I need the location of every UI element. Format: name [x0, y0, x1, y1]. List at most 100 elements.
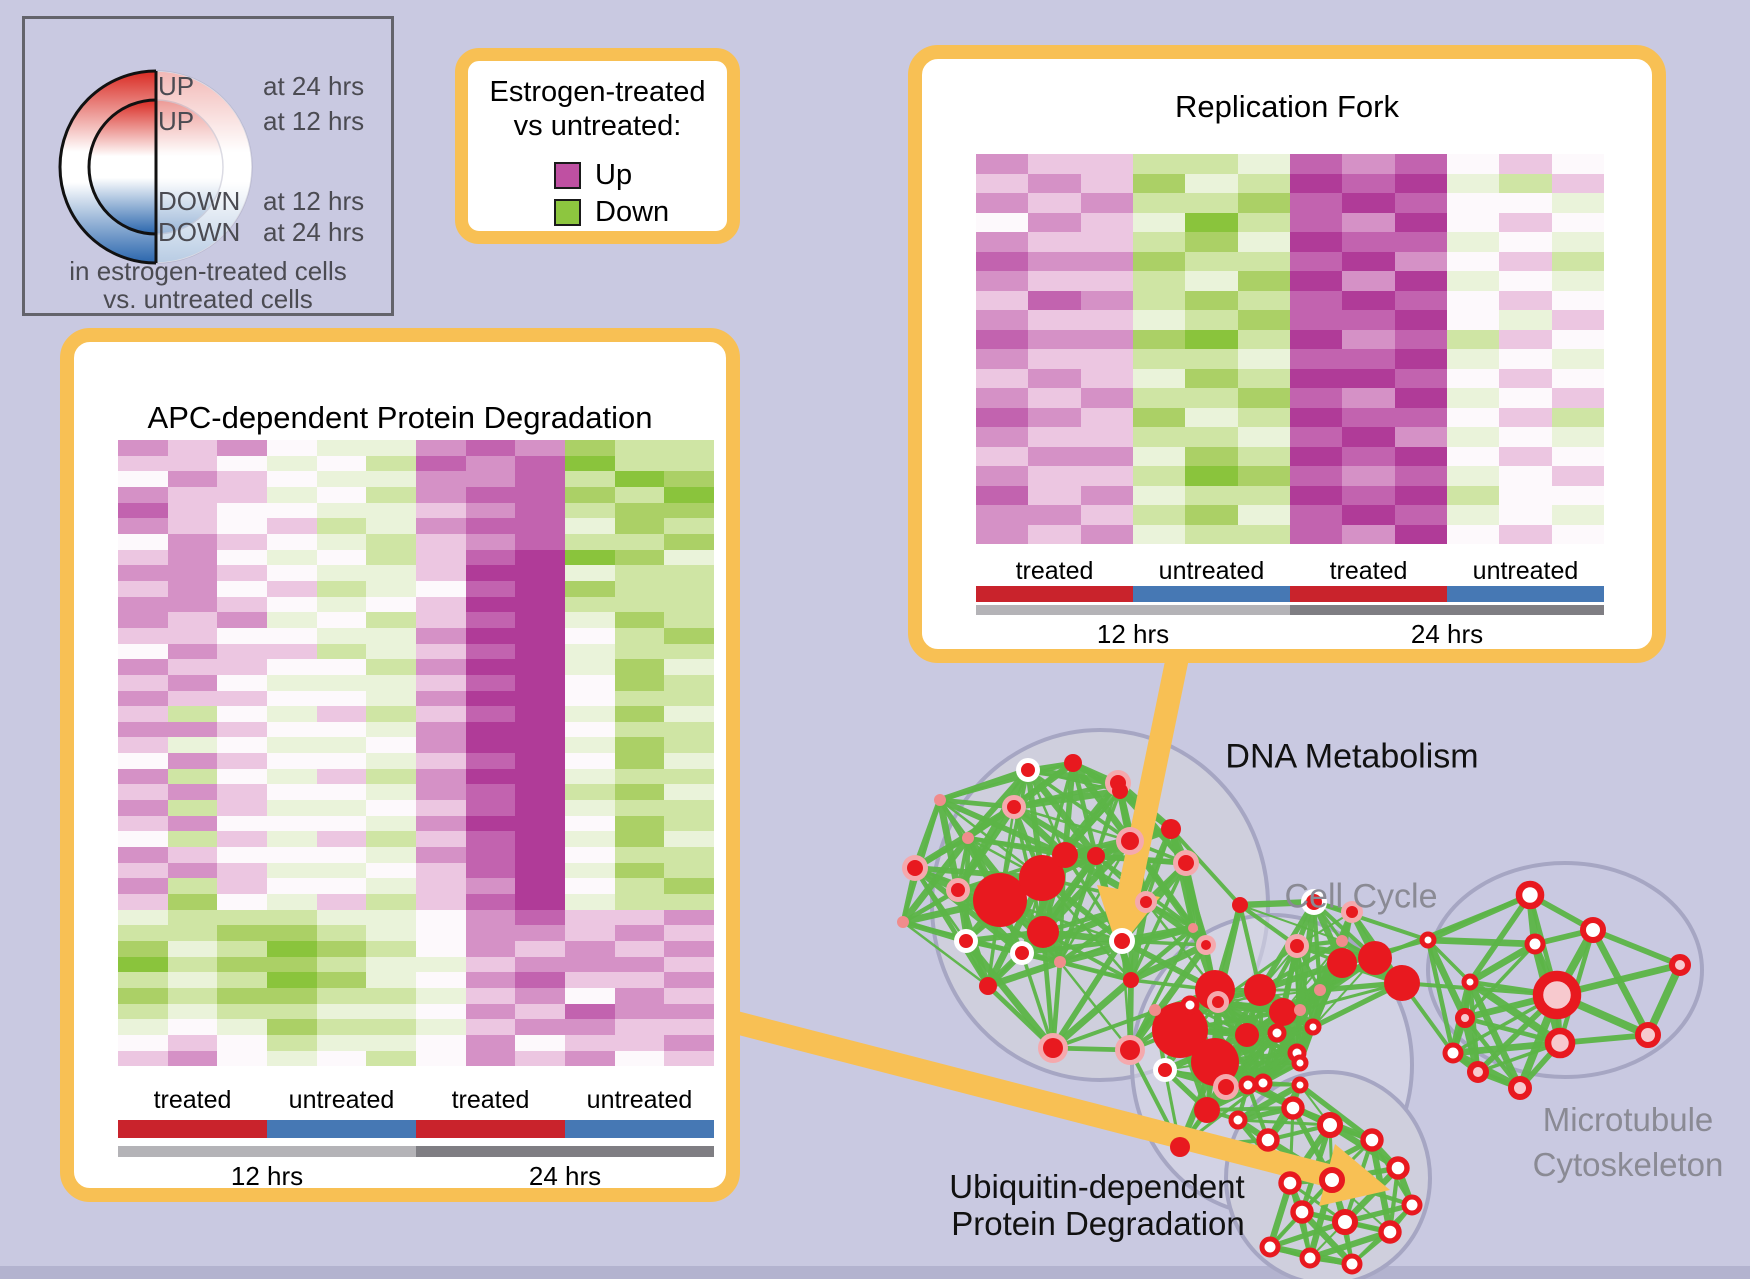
heatmap-cell: [217, 690, 268, 707]
heatmap-cell: [515, 847, 566, 863]
untreated-bar: [1447, 586, 1604, 602]
heatmap-cell: [664, 831, 715, 848]
heatmap-cell: [217, 847, 268, 863]
heatmap-cell: [1499, 485, 1552, 505]
heatmap-cell: [118, 1003, 168, 1020]
heatmap-cell: [267, 627, 317, 644]
heatmap-cell: [217, 1003, 268, 1020]
heatmap-cell: [614, 753, 665, 769]
gene-node-halopink-core: [1346, 906, 1358, 918]
heatmap-cell: [316, 455, 367, 472]
heatmap-cell: [167, 1019, 218, 1035]
heatmap-cell: [217, 565, 268, 581]
heatmap-cell: [217, 612, 268, 628]
heatmap-cell: [614, 956, 665, 973]
heatmap-cell: [1499, 388, 1552, 408]
gene-node-ring: [1291, 1054, 1309, 1072]
heatmap-cell: [1499, 193, 1552, 213]
heatmap-cell: [167, 580, 218, 597]
heatmap-cell: [316, 612, 367, 628]
heatmap-cell: [167, 1003, 218, 1020]
heatmap-cell: [1551, 368, 1604, 388]
heatmap-row: [118, 627, 715, 644]
heatmap-cell: [1289, 154, 1343, 174]
heatmap-cell: [118, 627, 168, 644]
heatmap-cell: [565, 847, 615, 863]
network-edge: [1094, 790, 1122, 857]
heatmap-cell: [565, 721, 615, 738]
heatmap-cell: [217, 784, 268, 801]
heatmap-cell: [1446, 407, 1500, 427]
network-edge: [1299, 1209, 1355, 1267]
heatmap-cell: [1342, 446, 1395, 466]
heatmap-cell: [1185, 193, 1238, 213]
heatmap-cell: [217, 518, 268, 534]
heatmap-cell: [1342, 388, 1395, 408]
heatmap-row: [976, 232, 1604, 252]
heatmap-cell: [1342, 212, 1395, 232]
heatmap-cell: [1342, 232, 1395, 252]
heatmap-cell: [465, 549, 516, 566]
up-label: Up: [595, 159, 633, 191]
heatmap-cell: [1289, 251, 1343, 271]
heatmap-cell: [565, 1034, 615, 1051]
heatmap-cell: [614, 878, 665, 895]
heatmap-row: [976, 212, 1604, 232]
network-edge: [1058, 840, 1132, 963]
heatmap-cell: [1185, 427, 1238, 447]
heatmap-cell: [465, 909, 516, 926]
heatmap-cell: [167, 987, 218, 1004]
heatmap-cell: [217, 486, 268, 503]
heatmap-cell: [976, 232, 1029, 252]
heatmap-cell: [515, 737, 566, 754]
heatmap-cell: [1237, 290, 1290, 310]
heatmap-cell: [1289, 349, 1343, 369]
gene-node-halopink-core: [1043, 1038, 1063, 1058]
network-edge: [1427, 936, 1536, 948]
heatmap-cell: [664, 894, 715, 910]
treated-bar: [118, 1120, 267, 1138]
heatmap-cell: [465, 674, 516, 691]
heatmap-cell: [167, 894, 218, 910]
heatmap-cell: [217, 925, 268, 941]
heatmap-cell: [1080, 154, 1133, 174]
heatmap-cell: [465, 800, 516, 816]
heatmap-cell: [217, 831, 268, 848]
gene-node-solid: [1064, 754, 1082, 772]
heatmap-cell: [416, 643, 466, 660]
heatmap-cell: [366, 925, 417, 941]
heatmap-cell: [416, 847, 466, 863]
heatmap-cell: [366, 721, 417, 738]
heatmap-cell: [1446, 173, 1500, 193]
heatmap-cell: [366, 549, 417, 566]
heatmap-row: [118, 753, 715, 769]
heatmap-cell: [1394, 212, 1447, 232]
heatmap-cell: [976, 485, 1029, 505]
heatmap-cell: [1499, 446, 1552, 466]
heatmap-cell: [1289, 271, 1343, 291]
heatmap-cell: [1551, 388, 1604, 408]
heatmap-cell: [565, 596, 615, 613]
heatmap-cell: [1446, 427, 1500, 447]
heatmap-row: [118, 894, 715, 910]
heatmap-cell: [664, 784, 715, 801]
heatmap-cell: [465, 784, 516, 801]
gene-node-solid: [1232, 897, 1248, 913]
heatmap-cell: [465, 941, 516, 957]
heatmap-cell: [1080, 193, 1133, 213]
heatmap-cell: [664, 815, 715, 832]
heatmap-row: [118, 941, 715, 957]
heatmap-cell: [1028, 388, 1081, 408]
microtubule-label-line2: Cytoskeleton: [1532, 1146, 1724, 1183]
heatmap-cell: [515, 580, 566, 597]
heatmap-cell: [664, 690, 715, 707]
heatmap-cell: [565, 674, 615, 691]
heatmap-cell: [465, 690, 516, 707]
heatmap-row: [118, 471, 715, 487]
heatmap-cell: [118, 533, 168, 550]
heatmap-cell: [1446, 154, 1500, 174]
heatmap-cell: [416, 909, 466, 926]
time-label-12hrs: 12 hrs: [1096, 619, 1170, 649]
gene-node-ring: [1281, 1096, 1305, 1120]
heatmap-cell: [1080, 427, 1133, 447]
